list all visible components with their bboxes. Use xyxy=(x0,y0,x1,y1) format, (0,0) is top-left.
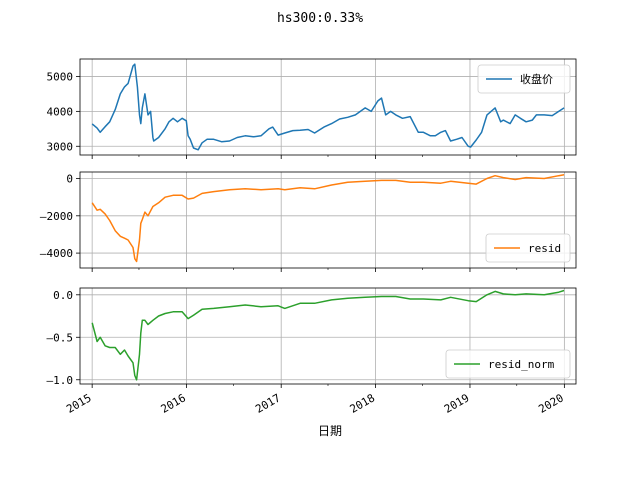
panel-1: 3000 4000 5000 收盘价 xyxy=(47,58,577,159)
series-line-1 xyxy=(91,63,565,151)
x-tick-label: 2018 xyxy=(348,391,377,416)
legend: 收盘价 xyxy=(477,64,571,94)
figure-title: hs300:0.33% xyxy=(277,11,363,26)
panel-3: 0.0 ‒0.5 ‒1.0 2015 2016 2017 2018 2019 2020 resid… xyxy=(47,287,577,416)
x-tick-label: 2017 xyxy=(253,391,282,416)
x-tick-label: 2016 xyxy=(159,391,188,416)
x-axis-label: 日期 xyxy=(318,424,342,438)
y-tick-label: ‒1.0 xyxy=(47,374,74,387)
y-tick-label: 0 xyxy=(66,173,73,186)
x-tick-label: 2019 xyxy=(442,391,471,416)
legend: resid xyxy=(485,233,571,263)
legend-label: resid xyxy=(528,242,561,255)
y-tick-label: 0.0 xyxy=(53,289,73,302)
series-line-1 xyxy=(91,289,565,381)
legend-box xyxy=(445,349,571,379)
legend-label: resid_norm xyxy=(488,358,555,371)
y-tick-label: ‒2000 xyxy=(40,210,73,223)
y-tick-label: ‒4000 xyxy=(40,247,73,260)
x-tick-label: 2015 xyxy=(64,391,93,416)
legend-box xyxy=(477,64,571,94)
x-tick-label: 2020 xyxy=(536,391,565,416)
y-tick-label: 3000 xyxy=(47,140,74,153)
legend-box xyxy=(485,233,571,263)
y-tick-label: 5000 xyxy=(47,70,74,83)
y-tick-label: ‒0.5 xyxy=(47,331,74,344)
panel-2: 0 ‒2000 ‒4000 resid xyxy=(40,171,577,272)
legend: resid_norm xyxy=(445,349,571,379)
series-line-1 xyxy=(91,174,565,263)
legend-label: 收盘价 xyxy=(520,72,553,86)
y-tick-label: 4000 xyxy=(47,105,74,118)
